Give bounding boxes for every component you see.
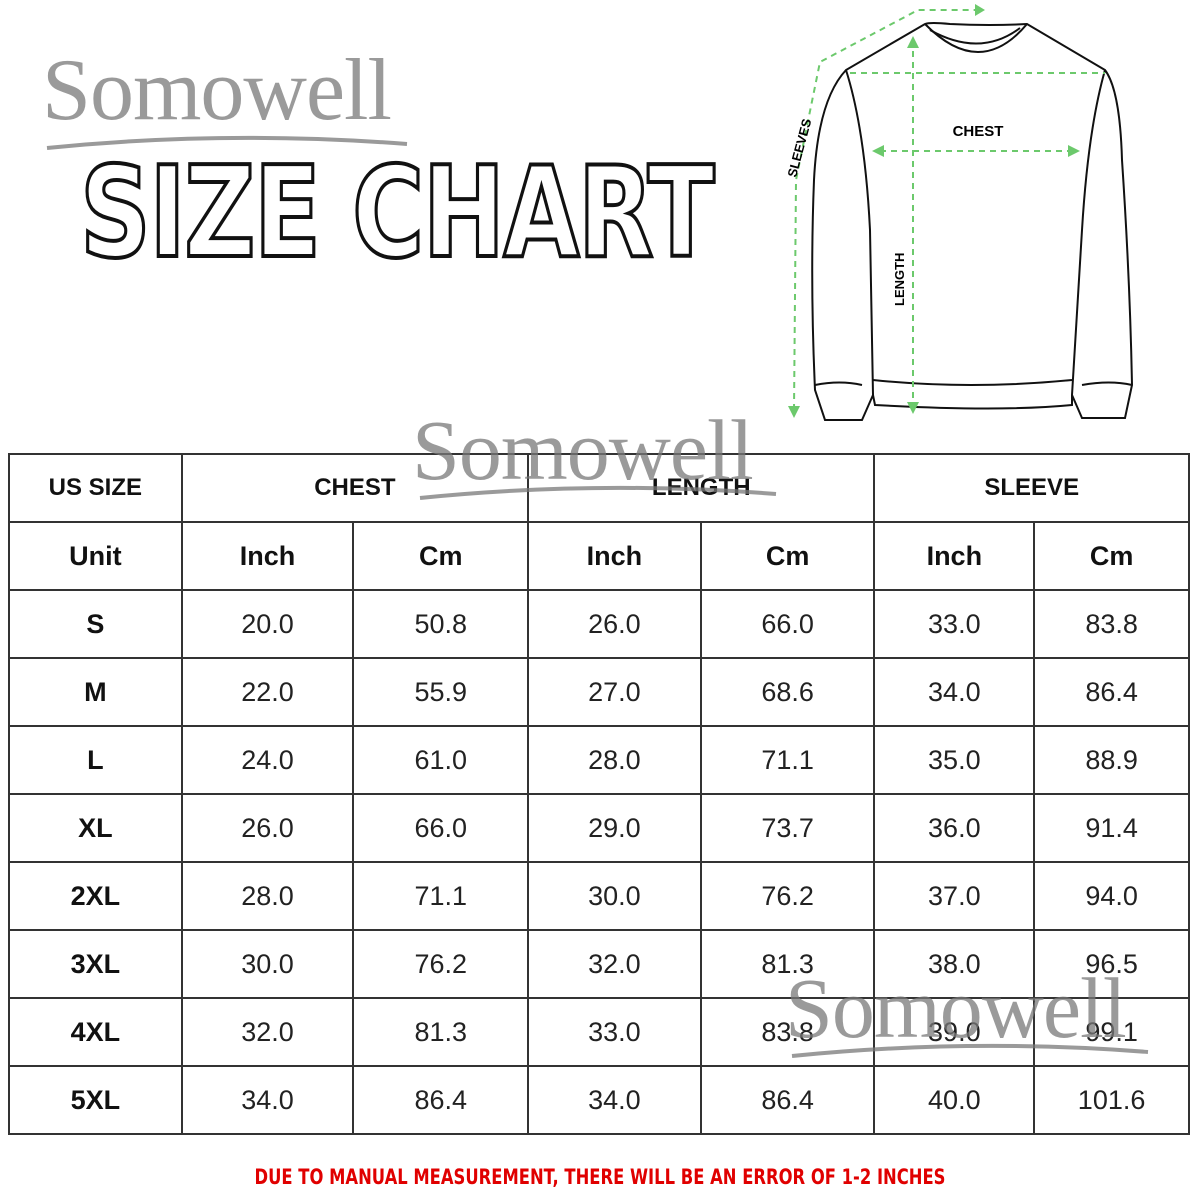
unit-cell: Inch <box>527 521 702 591</box>
page-title: SIZE CHART <box>78 139 716 286</box>
value-cell: 36.0 <box>873 793 1036 863</box>
table-row: 5XL 34.0 86.4 34.0 86.4 40.0 101.6 <box>8 1065 1190 1135</box>
value-cell: 99.1 <box>1033 997 1190 1067</box>
value-cell: 50.8 <box>352 589 530 659</box>
value-cell: 76.2 <box>352 929 530 999</box>
value-cell: 86.4 <box>699 1065 876 1135</box>
value-cell: 94.0 <box>1033 861 1190 931</box>
table-row: L 24.0 61.0 28.0 71.1 35.0 88.9 <box>8 725 1190 795</box>
table-row: M 22.0 55.9 27.0 68.6 34.0 86.4 <box>8 657 1190 727</box>
watermark-swoosh <box>419 485 777 500</box>
group-header-chest: CHEST <box>180 453 530 523</box>
us-size-header: US SIZE <box>8 453 183 523</box>
unit-cell: Cm <box>699 521 876 591</box>
table-row: XL 26.0 66.0 29.0 73.7 36.0 91.4 <box>8 793 1190 863</box>
value-cell: 28.0 <box>180 861 355 931</box>
table-row: 3XL 30.0 76.2 32.0 81.3 38.0 96.5 <box>8 929 1190 999</box>
size-cell: 4XL <box>8 997 183 1067</box>
value-cell: 34.0 <box>873 657 1036 727</box>
size-cell: M <box>8 657 183 727</box>
unit-cell: Cm <box>1033 521 1190 591</box>
value-cell: 91.4 <box>1033 793 1190 863</box>
value-cell: 33.0 <box>527 997 702 1067</box>
value-cell: 71.1 <box>699 725 876 795</box>
value-cell: 33.0 <box>873 589 1036 659</box>
value-cell: 66.0 <box>699 589 876 659</box>
header-row: US SIZE CHEST LENGTH SLEEVE <box>8 453 1190 523</box>
value-cell: 96.5 <box>1033 929 1190 999</box>
value-cell: 26.0 <box>527 589 702 659</box>
unit-header: Unit <box>8 521 183 591</box>
watermark-swoosh <box>791 1043 1149 1058</box>
value-cell: 39.0 <box>873 997 1036 1067</box>
unit-cell: Inch <box>873 521 1036 591</box>
value-cell: 86.4 <box>352 1065 530 1135</box>
table-row: S 20.0 50.8 26.0 66.0 33.0 83.8 <box>8 589 1190 659</box>
length-label: LENGTH <box>892 253 907 306</box>
value-cell: 37.0 <box>873 861 1036 931</box>
brand-logo: Somowell <box>42 42 392 139</box>
value-cell: 81.3 <box>352 997 530 1067</box>
logo-swoosh <box>46 135 408 150</box>
value-cell: 40.0 <box>873 1065 1036 1135</box>
value-cell: 28.0 <box>527 725 702 795</box>
value-cell: 20.0 <box>180 589 355 659</box>
size-cell: 5XL <box>8 1065 183 1135</box>
value-cell: 55.9 <box>352 657 530 727</box>
value-cell: 32.0 <box>180 997 355 1067</box>
value-cell: 61.0 <box>352 725 530 795</box>
value-cell: 24.0 <box>180 725 355 795</box>
value-cell: 30.0 <box>180 929 355 999</box>
size-cell: XL <box>8 793 183 863</box>
value-cell: 32.0 <box>527 929 702 999</box>
value-cell: 26.0 <box>180 793 355 863</box>
value-cell: 101.6 <box>1033 1065 1190 1135</box>
sleeves-label: SLEEVES <box>784 117 814 179</box>
value-cell: 73.7 <box>699 793 876 863</box>
value-cell: 27.0 <box>527 657 702 727</box>
group-header-sleeve: SLEEVE <box>873 453 1190 523</box>
table-row: 4XL 32.0 81.3 33.0 83.8 39.0 99.1 <box>8 997 1190 1067</box>
size-cell: 2XL <box>8 861 183 931</box>
value-cell: 71.1 <box>352 861 530 931</box>
value-cell: 83.8 <box>1033 589 1190 659</box>
value-cell: 34.0 <box>180 1065 355 1135</box>
size-cell: 3XL <box>8 929 183 999</box>
value-cell: 66.0 <box>352 793 530 863</box>
unit-row: Unit Inch Cm Inch Cm Inch Cm <box>8 521 1190 591</box>
table-row: 2XL 28.0 71.1 30.0 76.2 37.0 94.0 <box>8 861 1190 931</box>
value-cell: 83.8 <box>699 997 876 1067</box>
unit-cell: Cm <box>352 521 530 591</box>
value-cell: 88.9 <box>1033 725 1190 795</box>
value-cell: 38.0 <box>873 929 1036 999</box>
size-table: US SIZE CHEST LENGTH SLEEVE Unit Inch Cm Inch Cm… <box>8 453 1190 1135</box>
value-cell: 35.0 <box>873 725 1036 795</box>
size-cell: L <box>8 725 183 795</box>
value-cell: 22.0 <box>180 657 355 727</box>
value-cell: 30.0 <box>527 861 702 931</box>
sweater-diagram: CHEST SLEEVES LENGTH <box>784 4 1134 421</box>
value-cell: 29.0 <box>527 793 702 863</box>
size-cell: S <box>8 589 183 659</box>
unit-cell: Inch <box>180 521 355 591</box>
chest-label: CHEST <box>953 123 1004 140</box>
measurement-note: DUE TO MANUAL MEASUREMENT, THERE WILL BE… <box>254 1165 946 1189</box>
value-cell: 81.3 <box>699 929 876 999</box>
value-cell: 68.6 <box>699 657 876 727</box>
value-cell: 34.0 <box>527 1065 702 1135</box>
value-cell: 76.2 <box>699 861 876 931</box>
value-cell: 86.4 <box>1033 657 1190 727</box>
